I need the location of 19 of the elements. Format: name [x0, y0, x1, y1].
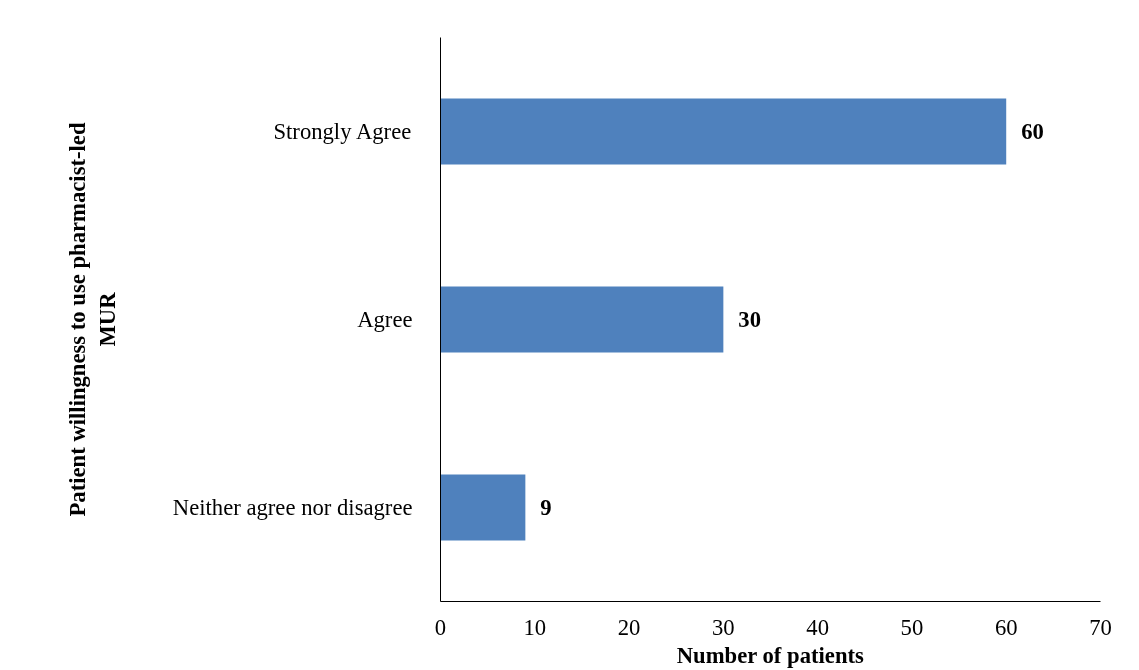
data-label: 9: [540, 495, 552, 520]
bar: [440, 286, 724, 353]
y-tick-label: Neither agree nor disagree: [172, 495, 413, 520]
y-tick-label: Agree: [357, 307, 413, 332]
x-tick-label: 0: [434, 614, 447, 640]
x-tick-label: 20: [617, 614, 641, 640]
y-tick-label: Strongly Agree: [273, 119, 412, 144]
x-tick-label: 60: [994, 614, 1018, 640]
x-tick-label: 50: [900, 614, 924, 640]
y-axis-title: Patient willingness to use pharmacist-led MUR: [64, 122, 120, 517]
x-tick-label: 10: [523, 614, 547, 640]
x-tick-label: 30: [712, 614, 735, 640]
data-label: 30: [738, 307, 762, 332]
x-tick-label: 40: [806, 614, 829, 640]
bar: [440, 98, 1007, 165]
x-tick-label: 70: [1089, 614, 1112, 640]
bar: [440, 474, 526, 541]
data-label: 60: [1021, 119, 1044, 144]
x-axis-title: Number of patients: [676, 642, 865, 668]
